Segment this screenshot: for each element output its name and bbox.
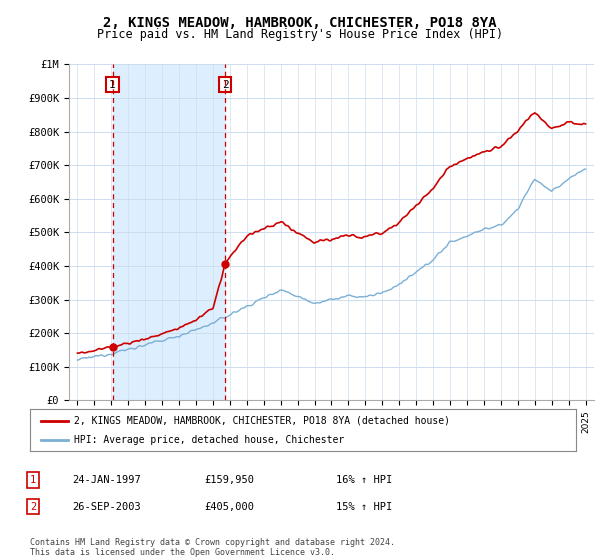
Text: 1: 1 [30, 475, 36, 485]
Text: 1: 1 [109, 80, 116, 90]
Text: 2, KINGS MEADOW, HAMBROOK, CHICHESTER, PO18 8YA: 2, KINGS MEADOW, HAMBROOK, CHICHESTER, P… [103, 16, 497, 30]
Text: 2: 2 [30, 502, 36, 512]
Bar [113, 64, 226, 400]
Text: Price paid vs. HM Land Registry's House Price Index (HPI): Price paid vs. HM Land Registry's House … [97, 28, 503, 41]
Text: 26-SEP-2003: 26-SEP-2003 [72, 502, 141, 512]
Text: 2, KINGS MEADOW, HAMBROOK, CHICHESTER, PO18 8YA (detached house): 2, KINGS MEADOW, HAMBROOK, CHICHESTER, P… [74, 416, 449, 426]
Text: 15% ↑ HPI: 15% ↑ HPI [336, 502, 392, 512]
Text: HPI: Average price, detached house, Chichester: HPI: Average price, detached house, Chic… [74, 435, 344, 445]
Text: £405,000: £405,000 [204, 502, 254, 512]
Text: 2: 2 [222, 80, 229, 90]
Text: £159,950: £159,950 [204, 475, 254, 485]
Text: 24-JAN-1997: 24-JAN-1997 [72, 475, 141, 485]
Text: 16% ↑ HPI: 16% ↑ HPI [336, 475, 392, 485]
Text: Contains HM Land Registry data © Crown copyright and database right 2024.
This d: Contains HM Land Registry data © Crown c… [30, 538, 395, 557]
